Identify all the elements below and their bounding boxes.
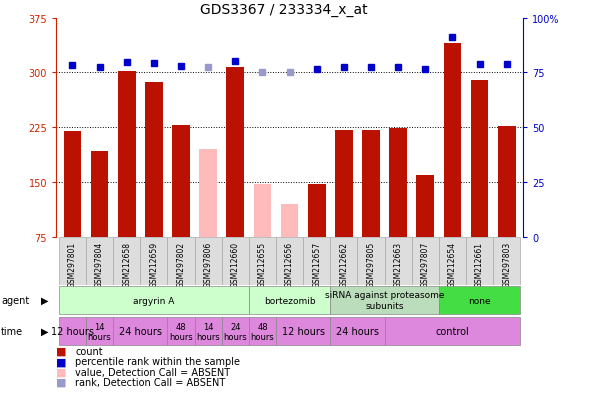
- Text: GSM212659: GSM212659: [150, 241, 158, 287]
- Text: ■: ■: [56, 367, 67, 377]
- Text: ▶: ▶: [41, 326, 49, 337]
- Text: GSM297805: GSM297805: [366, 241, 375, 287]
- Bar: [64, 132, 81, 237]
- Bar: [358, 237, 385, 285]
- Bar: [466, 237, 493, 285]
- Text: GSM297804: GSM297804: [95, 241, 104, 287]
- Text: agent: agent: [1, 295, 30, 306]
- Text: bortezomib: bortezomib: [264, 296, 316, 305]
- Text: GSM297807: GSM297807: [421, 241, 430, 287]
- Bar: [222, 237, 249, 285]
- Text: 12 hours: 12 hours: [51, 326, 94, 337]
- Text: 24
hours: 24 hours: [223, 322, 247, 341]
- Bar: [493, 237, 520, 285]
- Bar: [249, 237, 276, 285]
- Bar: [385, 318, 520, 345]
- Bar: [86, 318, 113, 345]
- Text: ■: ■: [56, 346, 67, 356]
- Text: GSM297802: GSM297802: [177, 241, 186, 287]
- Bar: [254, 184, 271, 237]
- Text: GDS3367 / 233334_x_at: GDS3367 / 233334_x_at: [200, 3, 368, 17]
- Bar: [330, 237, 358, 285]
- Bar: [303, 237, 330, 285]
- Text: GSM212662: GSM212662: [339, 241, 348, 287]
- Text: GSM297801: GSM297801: [68, 241, 77, 287]
- Text: 12 hours: 12 hours: [282, 326, 324, 337]
- Bar: [113, 237, 140, 285]
- Bar: [222, 318, 249, 345]
- Text: GSM212654: GSM212654: [448, 241, 457, 287]
- Bar: [471, 81, 488, 237]
- Text: 14
hours: 14 hours: [87, 322, 112, 341]
- Bar: [91, 152, 108, 237]
- Text: argyrin A: argyrin A: [133, 296, 174, 305]
- Bar: [59, 237, 86, 285]
- Text: GSM212661: GSM212661: [475, 241, 484, 287]
- Text: ▶: ▶: [41, 295, 49, 306]
- Text: GSM212655: GSM212655: [258, 241, 267, 287]
- Bar: [330, 318, 385, 345]
- Text: 48
hours: 48 hours: [251, 322, 274, 341]
- Text: GSM212660: GSM212660: [231, 241, 240, 287]
- Text: rank, Detection Call = ABSENT: rank, Detection Call = ABSENT: [75, 377, 225, 387]
- Text: count: count: [75, 346, 103, 356]
- Bar: [249, 318, 276, 345]
- Text: ■: ■: [56, 377, 67, 387]
- Bar: [199, 150, 217, 237]
- Text: 48
hours: 48 hours: [169, 322, 193, 341]
- Bar: [194, 237, 222, 285]
- Bar: [281, 204, 298, 237]
- Bar: [276, 318, 330, 345]
- Text: siRNA against proteasome
subunits: siRNA against proteasome subunits: [325, 291, 444, 310]
- Bar: [308, 185, 326, 237]
- Bar: [59, 287, 249, 314]
- Bar: [118, 72, 135, 237]
- Bar: [362, 131, 380, 237]
- Text: GSM212656: GSM212656: [285, 241, 294, 287]
- Bar: [86, 237, 113, 285]
- Bar: [335, 130, 353, 237]
- Text: GSM212663: GSM212663: [394, 241, 402, 287]
- Bar: [249, 287, 330, 314]
- Text: control: control: [436, 326, 469, 337]
- Bar: [330, 287, 439, 314]
- Text: value, Detection Call = ABSENT: value, Detection Call = ABSENT: [75, 367, 230, 377]
- Text: 24 hours: 24 hours: [336, 326, 379, 337]
- Bar: [172, 126, 190, 237]
- Bar: [167, 318, 194, 345]
- Text: GSM212658: GSM212658: [122, 241, 131, 287]
- Text: time: time: [1, 326, 23, 337]
- Bar: [412, 237, 439, 285]
- Text: 14
hours: 14 hours: [196, 322, 220, 341]
- Bar: [194, 318, 222, 345]
- Bar: [140, 237, 167, 285]
- Bar: [59, 318, 86, 345]
- Bar: [226, 68, 244, 237]
- Text: percentile rank within the sample: percentile rank within the sample: [75, 356, 240, 366]
- Bar: [167, 237, 194, 285]
- Bar: [444, 44, 462, 237]
- Bar: [389, 129, 407, 237]
- Text: 24 hours: 24 hours: [119, 326, 162, 337]
- Bar: [439, 237, 466, 285]
- Bar: [439, 287, 520, 314]
- Text: GSM212657: GSM212657: [312, 241, 322, 287]
- Text: GSM297803: GSM297803: [502, 241, 511, 287]
- Bar: [385, 237, 412, 285]
- Bar: [276, 237, 303, 285]
- Bar: [417, 176, 434, 237]
- Text: ■: ■: [56, 356, 67, 366]
- Bar: [113, 318, 167, 345]
- Bar: [145, 83, 163, 237]
- Bar: [498, 126, 515, 237]
- Text: none: none: [468, 296, 491, 305]
- Text: GSM297806: GSM297806: [204, 241, 213, 287]
